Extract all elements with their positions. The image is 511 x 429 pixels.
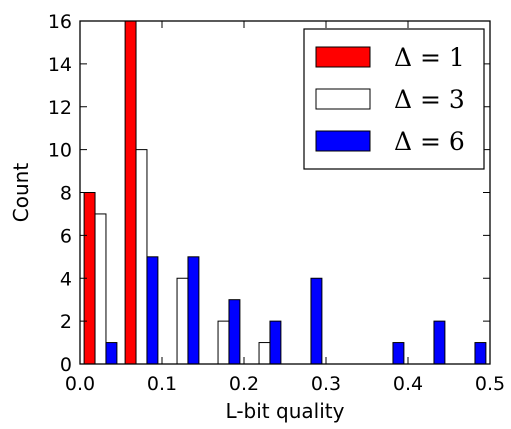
x-tick-label: 0.2: [229, 373, 259, 395]
x-axis-title: L-bit quality: [226, 399, 345, 423]
bar-series2-bin5: [258, 342, 271, 365]
bar-series1-bin2: [124, 20, 137, 365]
bar-series2-bin2: [135, 149, 148, 365]
bar-series3-bin8: [392, 342, 405, 365]
legend-swatch-1: [315, 46, 371, 68]
axes-layer: 0.0 0.1 0.2 0.3 0.4 0.5 0 2 4 6 8 10 12 14 16 L-bit qua…: [9, 11, 505, 423]
legend-swatch-2: [315, 88, 371, 110]
bar-series2-bin3: [176, 277, 189, 365]
y-tick-label: 14: [48, 54, 72, 76]
y-tick-label: 8: [60, 183, 72, 205]
bar-series3-bin2: [146, 256, 159, 365]
legend-label-3: Δ = 6: [394, 127, 465, 156]
y-tick-label: 12: [48, 97, 72, 119]
bar-series3-bin5: [269, 320, 282, 365]
legend-swatch-3: [315, 130, 371, 152]
bar-series3-bin9: [433, 320, 446, 365]
bar-series2-bin4: [217, 320, 230, 365]
x-tick-label: 0.1: [147, 373, 177, 395]
legend: Δ = 1 Δ = 3 Δ = 6: [303, 28, 485, 170]
bar-series3-bin3: [187, 256, 200, 365]
bar-series3-bin1: [105, 342, 118, 365]
bar-series3-bin6: [310, 277, 323, 365]
legend-label-2: Δ = 3: [394, 85, 465, 114]
bar-series2-bin1: [94, 213, 107, 365]
x-tick-label: 0.4: [393, 373, 423, 395]
legend-label-1: Δ = 1: [394, 43, 465, 72]
y-axis-title: Count: [9, 163, 33, 223]
x-tick-label: 0.5: [475, 373, 505, 395]
bars-layer: [83, 20, 487, 365]
x-tick-label: 0.0: [65, 373, 95, 395]
x-tick-label: 0.3: [311, 373, 341, 395]
y-tick-label: 6: [60, 225, 72, 247]
y-tick-label: 2: [60, 311, 72, 333]
y-tick-label: 16: [48, 11, 72, 33]
bar-series3-bin4: [228, 299, 241, 365]
y-tick-label: 4: [60, 268, 72, 290]
y-tick-label: 10: [48, 140, 72, 162]
y-tick-label: 0: [60, 354, 72, 376]
bar-series3-bin10: [474, 342, 487, 365]
